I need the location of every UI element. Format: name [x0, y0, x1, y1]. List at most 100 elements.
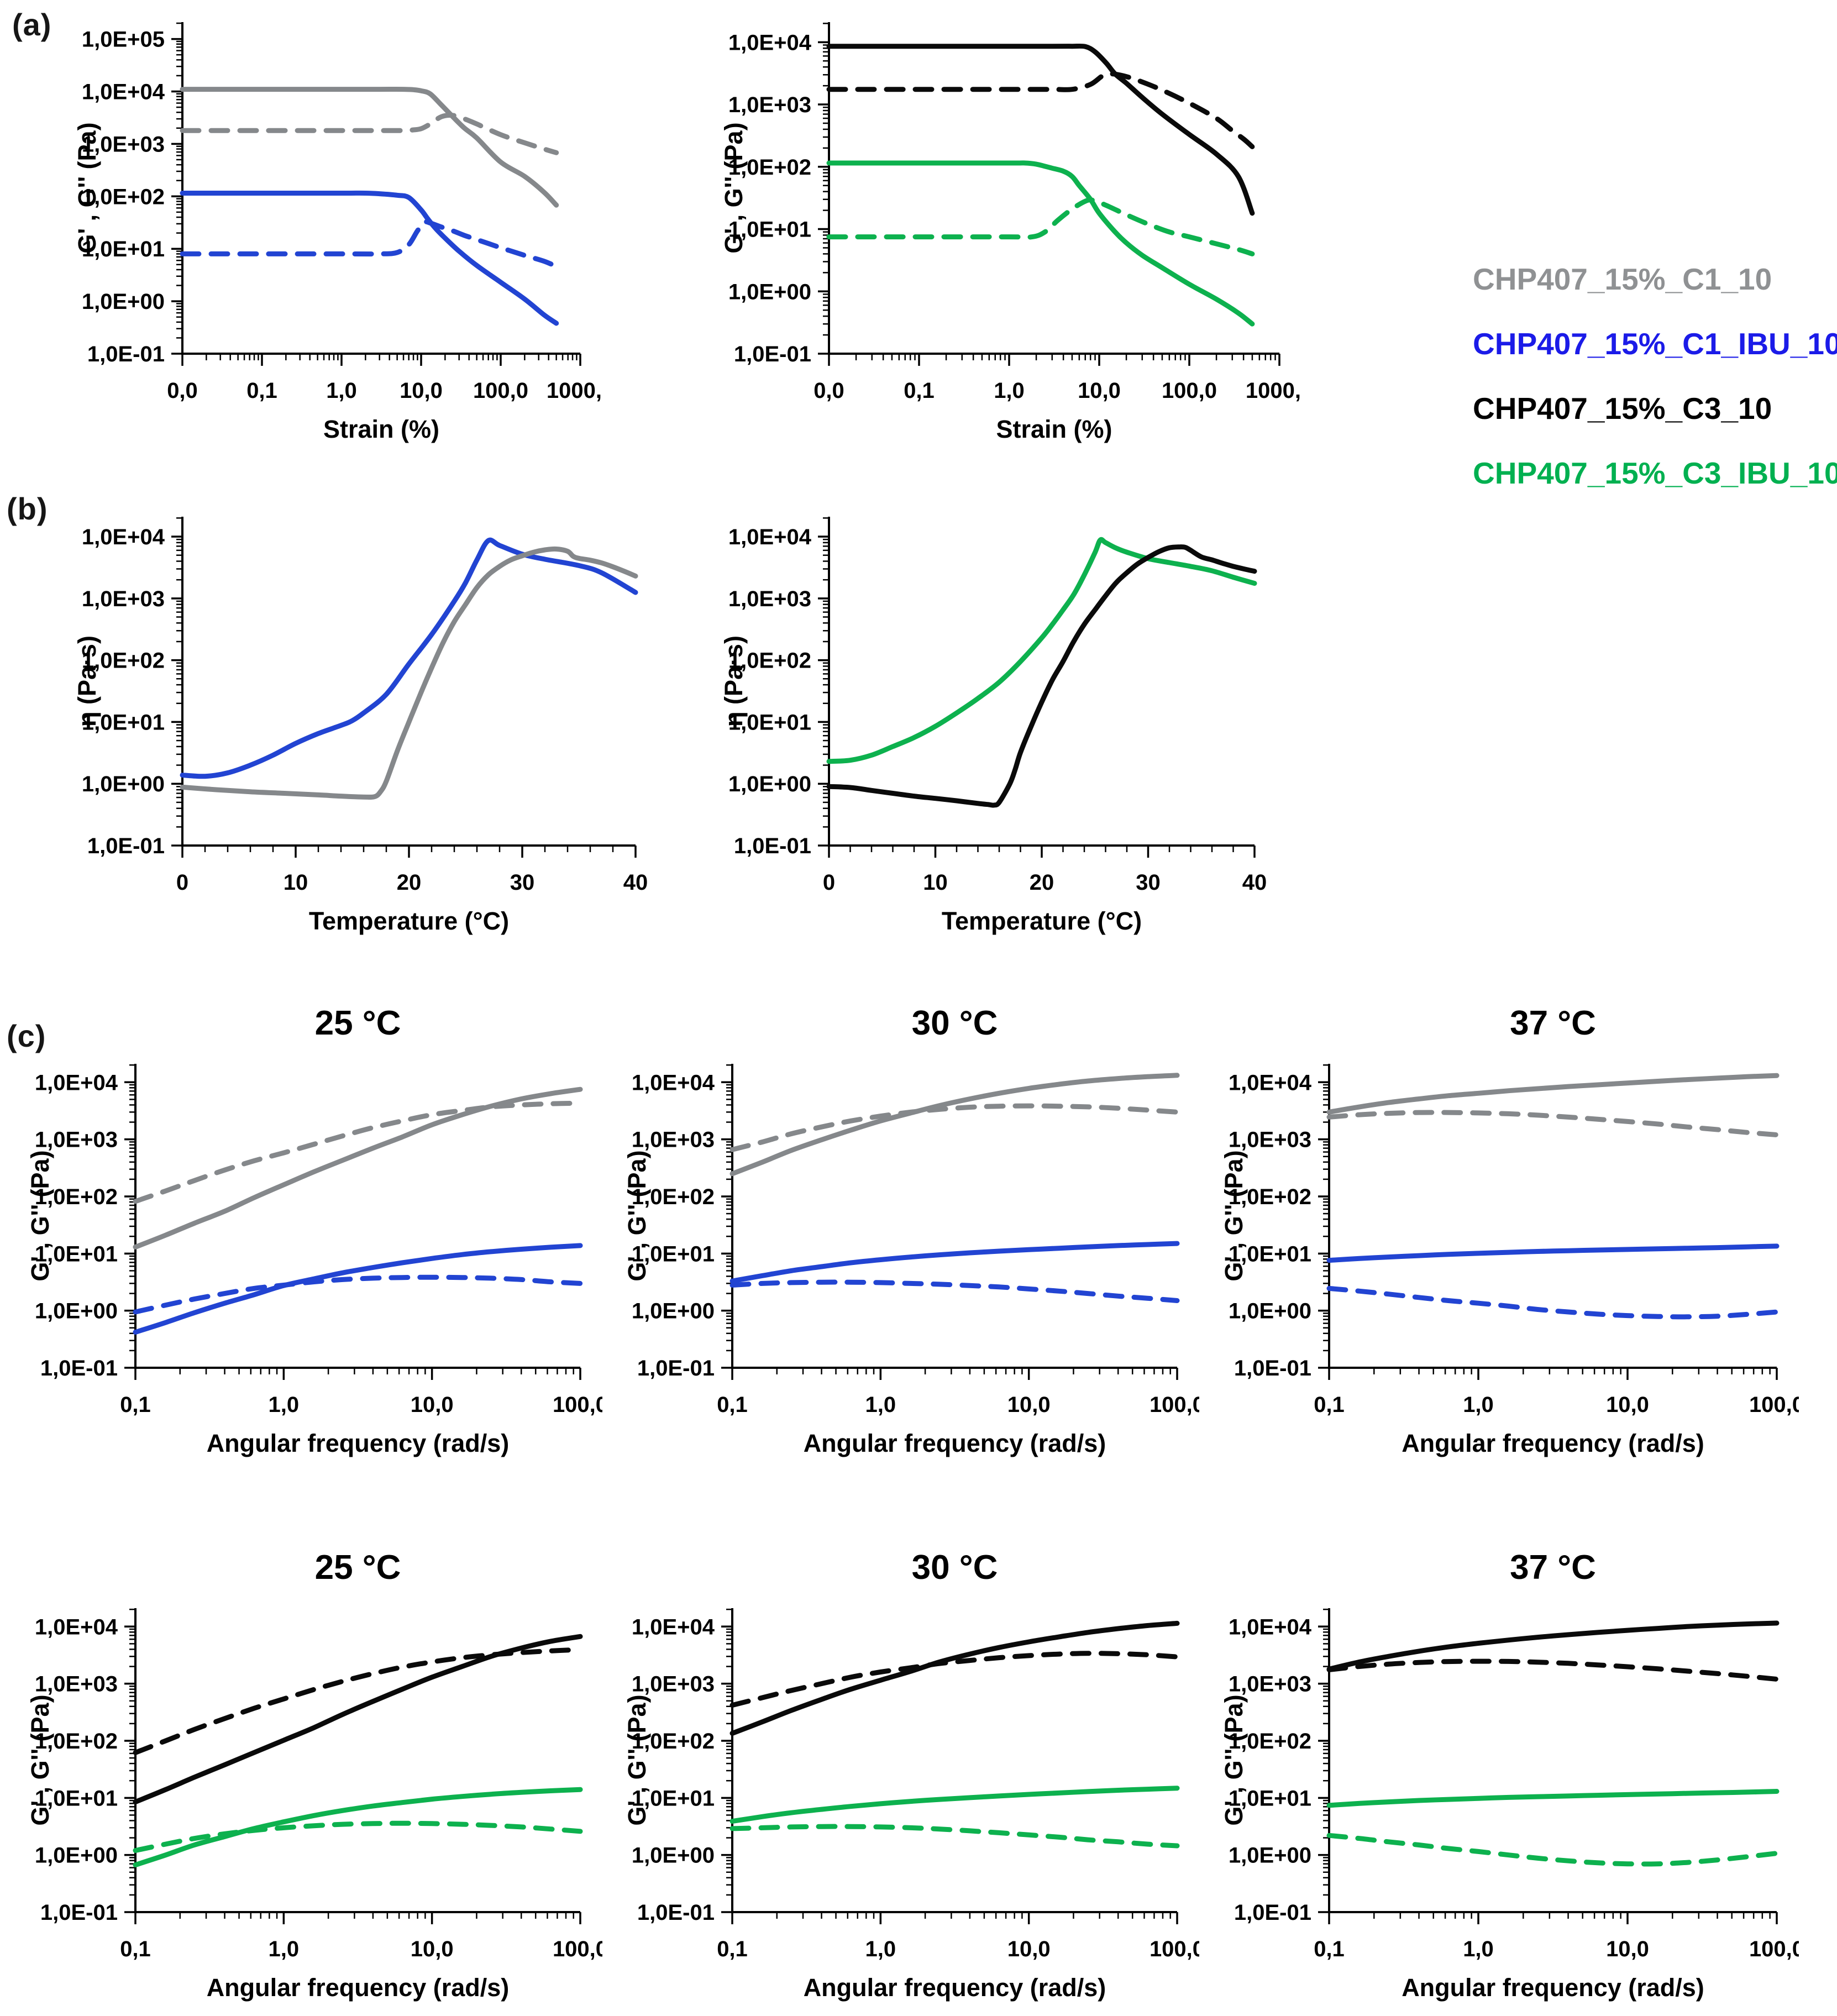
y-axis-title-c2: G' , G'' (Pa) — [623, 1150, 651, 1281]
y-tick-label: 1,0E-01 — [87, 342, 165, 366]
x-tick-label: 0 — [176, 870, 188, 895]
y-tick-label: 1,0E+00 — [35, 1299, 118, 1324]
y-tick-label: 1,0E+00 — [1229, 1299, 1311, 1324]
y-axis-title-c6: G' , G'' (Pa) — [1220, 1694, 1248, 1825]
series-a2-2-dashed — [826, 71, 1255, 149]
y-tick-label: 1,0E-01 — [40, 1901, 118, 1925]
x-axis-title-c6: Angular frequency (rad/s) — [1402, 1973, 1704, 2002]
y-tick-label: 1,0E+04 — [82, 525, 165, 549]
frequency-sweep-chart-c3-30C: 1,0E-01 1,0E+00 1,0E+01 1,0E+02 1,0E+03 1,0E+… — [613, 1539, 1199, 2006]
y-tick-label: 1,0E+02 — [632, 1729, 715, 1754]
strain-sweep-chart-c3-samples: 1,0E-01 1,0E+00 1,0E+01 1,0E+02 1,0E+03 1,0E+… — [710, 0, 1301, 448]
x-tick-label: 10,0 — [411, 1937, 454, 1961]
x-tick-label: 100,0 — [1749, 1937, 1799, 1961]
y-tick-label: 1,0E+00 — [632, 1844, 715, 1868]
series-c4-2-dashed — [133, 1647, 583, 1755]
y-axis-title-c1: G' , G'' (Pa) — [26, 1150, 54, 1281]
x-tick-label: 100,0 — [1150, 1393, 1199, 1417]
y-tick-label: 1,0E+04 — [1229, 1070, 1312, 1095]
y-tick-label: 1,0E+02 — [1229, 1185, 1311, 1209]
y-tick-label: 1,0E+02 — [632, 1185, 715, 1209]
series-b2-2-solid — [826, 544, 1257, 808]
x-tick-label: 10,0 — [1007, 1937, 1051, 1961]
series-b1-1-solid — [180, 537, 638, 779]
series-c3-1-solid — [1326, 1073, 1780, 1115]
x-tick-label: 10,0 — [1007, 1393, 1051, 1417]
y-tick-label: 1,0E-01 — [734, 342, 811, 366]
y-tick-label: 1,0E-01 — [637, 1356, 715, 1380]
frequency-sweep-chart-c1-25C: 1,0E-01 1,0E+00 1,0E+01 1,0E+02 1,0E+03 1,0E+… — [17, 995, 602, 1462]
x-tick-label: 0,1 — [717, 1937, 748, 1961]
x-tick-label: 0,0 — [167, 379, 198, 403]
x-tick-label: 0,1 — [1314, 1937, 1345, 1961]
chart-svg-c1: 1,0E-01 1,0E+00 1,0E+01 1,0E+02 1,0E+03 1,0E+… — [26, 1004, 602, 1457]
y-tick-label: 1,0E+03 — [1229, 1128, 1311, 1152]
chart-svg-c2: 1,0E-01 1,0E+00 1,0E+01 1,0E+02 1,0E+03 1,0E+… — [623, 1004, 1199, 1457]
x-tick-label: 20 — [397, 870, 422, 895]
chart-svg-a1: 1,0E-01 1,0E+00 1,0E+01 1,0E+02 1,0E+03 1,0E+… — [73, 22, 602, 443]
series-c1-2-dashed — [133, 1100, 583, 1204]
x-axis-title-c3: Angular frequency (rad/s) — [1402, 1429, 1704, 1457]
series-a2-4-dashed — [826, 197, 1255, 256]
x-tick-label: 1000,0 — [1246, 379, 1301, 403]
y-tick-label: 1,0E+00 — [1229, 1844, 1311, 1868]
panel-label-b: (b) — [7, 491, 48, 526]
x-tick-label: 10,0 — [400, 379, 443, 403]
series-c5-1-solid — [729, 1620, 1180, 1736]
y-tick-label: 1,0E+04 — [35, 1615, 118, 1639]
y-tick-label: 1,0E+02 — [82, 185, 165, 209]
y-tick-label: 1,0E+04 — [632, 1615, 715, 1639]
y-tick-label: 1,0E-01 — [87, 834, 165, 858]
legend: CHP407_15%_C1_10 CHP407_15%_C1_IBU_10 CHP4… — [1473, 264, 1837, 489]
x-tick-label: 100,0 — [473, 379, 528, 403]
series-c5-2-dashed — [729, 1651, 1180, 1708]
x-tick-label: 0,1 — [1314, 1393, 1345, 1417]
y-tick-label: 1,0E+02 — [1229, 1729, 1311, 1754]
panel-label-a: (a) — [12, 7, 52, 42]
chart-title-c6: 37 °C — [1510, 1548, 1596, 1587]
y-tick-label: 1,0E+01 — [632, 1786, 715, 1810]
y-axis-title-b2: η (Pa·s) — [720, 636, 748, 727]
y-tick-label: 1,0E+01 — [728, 218, 811, 242]
y-tick-label: 1,0E+00 — [728, 772, 811, 796]
series-c3-3-solid — [1326, 1243, 1780, 1263]
x-tick-label: 0,1 — [717, 1393, 748, 1417]
chart-title-c4: 25 °C — [315, 1548, 401, 1587]
chart-title-c1: 25 °C — [315, 1004, 401, 1042]
legend-item-3: CHP407_15%_C3_10 — [1473, 391, 1772, 426]
y-tick-label: 1,0E+03 — [632, 1672, 715, 1697]
x-axis-title-c5: Angular frequency (rad/s) — [804, 1973, 1106, 2002]
y-tick-label: 1,0E+02 — [35, 1729, 118, 1754]
series-c5-3-solid — [729, 1786, 1180, 1824]
legend-item-4: CHP407_15%_C3_IBU_10 — [1473, 456, 1837, 490]
x-tick-label: 40 — [1242, 870, 1267, 895]
x-axis-title-c2: Angular frequency (rad/s) — [804, 1429, 1106, 1457]
x-tick-label: 0,1 — [120, 1393, 151, 1417]
y-tick-label: 1,0E-01 — [40, 1356, 118, 1380]
x-tick-label: 1,0 — [994, 379, 1025, 403]
y-tick-label: 1,0E+00 — [632, 1299, 715, 1324]
series-a2-3-solid — [826, 160, 1255, 327]
y-tick-label: 1,0E+03 — [728, 93, 811, 117]
chart-title-c2: 30 °C — [912, 1004, 998, 1042]
series-c4-3-solid — [133, 1787, 583, 1868]
y-tick-label: 1,0E+01 — [728, 710, 811, 734]
x-axis-title-a1: Strain (%) — [323, 415, 439, 443]
x-tick-label: 1,0 — [1463, 1937, 1494, 1961]
temperature-ramp-chart-c3-samples: 1,0E-01 1,0E+00 1,0E+01 1,0E+02 1,0E+03 1,0E+… — [710, 495, 1277, 939]
y-axis-title-a2: G' , G'' (Pa) — [720, 122, 748, 253]
series-c2-4-dashed — [729, 1279, 1180, 1303]
y-tick-label: 1,0E+00 — [82, 772, 165, 796]
x-axis-title-c1: Angular frequency (rad/s) — [207, 1429, 510, 1457]
y-tick-label: 1,0E+03 — [728, 587, 811, 611]
x-tick-label: 1000,0 — [547, 379, 602, 403]
strain-sweep-chart-c1-samples: 1,0E-01 1,0E+00 1,0E+01 1,0E+02 1,0E+03 1,0E+… — [64, 0, 602, 448]
series-a1-1-solid — [180, 87, 559, 208]
series-c2-2-dashed — [729, 1103, 1180, 1152]
chart-svg-c3: 1,0E-01 1,0E+00 1,0E+01 1,0E+02 1,0E+03 1,0E+… — [1220, 1004, 1799, 1457]
y-tick-label: 1,0E+01 — [82, 710, 165, 734]
y-tick-label: 1,0E+03 — [1229, 1672, 1311, 1697]
series-a1-3-solid — [180, 190, 559, 326]
series-c6-2-dashed — [1326, 1658, 1780, 1682]
series-c5-4-dashed — [729, 1824, 1180, 1849]
